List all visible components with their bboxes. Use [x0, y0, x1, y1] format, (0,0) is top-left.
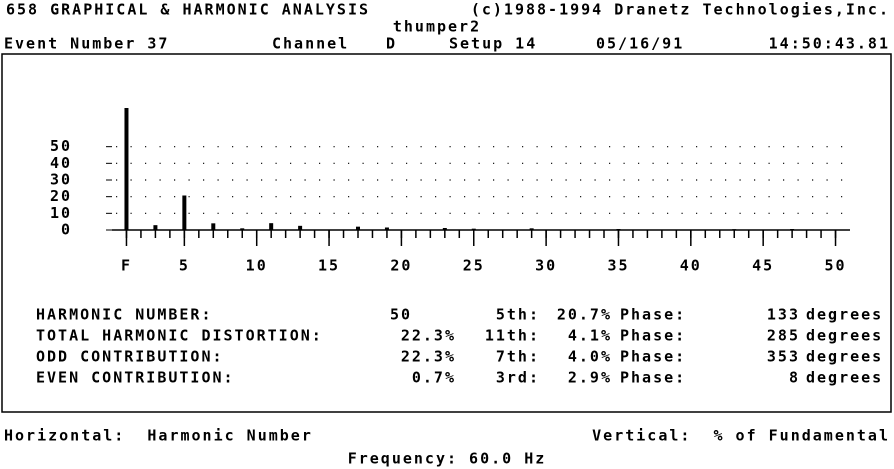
table-cell: TOTAL HARMONIC DISTORTION: [36, 327, 323, 345]
table-cell: Phase: [620, 348, 686, 366]
setup: Setup 14 [449, 35, 537, 53]
frequency: Frequency: 60.0 Hz [348, 450, 547, 468]
horizontal-label: Horizontal: Harmonic Number [4, 427, 313, 445]
table-cell: 11th: [485, 327, 540, 345]
time: 14:50:43.81 [769, 35, 890, 53]
table-cell: 22.3% [401, 327, 456, 345]
bar [384, 227, 389, 230]
bar [269, 223, 274, 230]
table-cell: EVEN CONTRIBUTION: [36, 369, 235, 387]
bar [298, 225, 303, 230]
table-cell: 0.7% [412, 369, 456, 387]
y-tick-label: 10 [50, 204, 72, 222]
table-cell: 22.3% [401, 348, 456, 366]
table-cell: HARMONIC NUMBER: [36, 306, 213, 324]
y-tick-label: 50 [50, 137, 72, 155]
x-tick-label: 10 [246, 257, 268, 275]
table-cell: 285 [767, 327, 800, 345]
table-cell: 4.1% [568, 327, 612, 345]
table-cell: 133 [767, 306, 800, 324]
channel: D [386, 35, 397, 53]
vertical-label: Vertical: % of Fundamental [592, 427, 890, 445]
title: 658 GRAPHICAL & HARMONIC ANALYSIS [6, 1, 370, 19]
table-cell: 3rd: [496, 369, 540, 387]
bar [442, 228, 447, 230]
bar [182, 195, 187, 230]
copyright: (c)1988-1994 Dranetz Technologies,Inc. [471, 1, 890, 19]
site: thumper2 [393, 18, 481, 36]
table-cell: Phase: [620, 306, 686, 324]
table-cell: 20.7% [557, 306, 612, 324]
table-cell: 50 [390, 306, 412, 324]
y-tick-label: 0 [61, 221, 72, 239]
x-tick-label: 30 [535, 257, 557, 275]
table-cell: degrees [806, 306, 883, 324]
y-tick-label: 20 [50, 187, 72, 205]
table-cell: ODD CONTRIBUTION: [36, 348, 224, 366]
x-tick-label: F [121, 257, 132, 275]
panel-border [1, 53, 892, 413]
bar [529, 228, 534, 230]
bars [124, 108, 795, 231]
x-tick-label: 5 [179, 257, 190, 275]
bar [240, 228, 245, 230]
table-cell: 5th: [496, 306, 540, 324]
x-tick-label: 50 [824, 257, 846, 275]
table-cell: degrees [806, 369, 883, 387]
bar [356, 226, 360, 230]
bar [211, 223, 216, 230]
x-tick-label: 40 [680, 257, 702, 275]
x-tick-label: 15 [318, 257, 340, 275]
channel-label: Channel [272, 35, 349, 53]
y-tick-label: 40 [50, 154, 72, 172]
table-cell: 4.0% [568, 348, 612, 366]
x-tick-label: 45 [752, 257, 774, 275]
table-cell: 8 [789, 369, 800, 387]
table-cell: 353 [767, 348, 800, 366]
event: Event Number 37 [4, 35, 169, 53]
y-tick-label: 30 [50, 171, 72, 189]
x-tick-label: 25 [463, 257, 485, 275]
table-cell: Phase: [620, 327, 686, 345]
table-cell: degrees [806, 327, 883, 345]
table-cell: 2.9% [568, 369, 612, 387]
table-cell: Phase: [620, 369, 686, 387]
bar [124, 108, 129, 231]
x-tick-label: 20 [390, 257, 412, 275]
table-cell: degrees [806, 348, 883, 366]
table-cell: 7th: [496, 348, 540, 366]
x-tick-label: 35 [607, 257, 629, 275]
date: 05/16/91 [596, 35, 684, 53]
bar [153, 225, 158, 230]
